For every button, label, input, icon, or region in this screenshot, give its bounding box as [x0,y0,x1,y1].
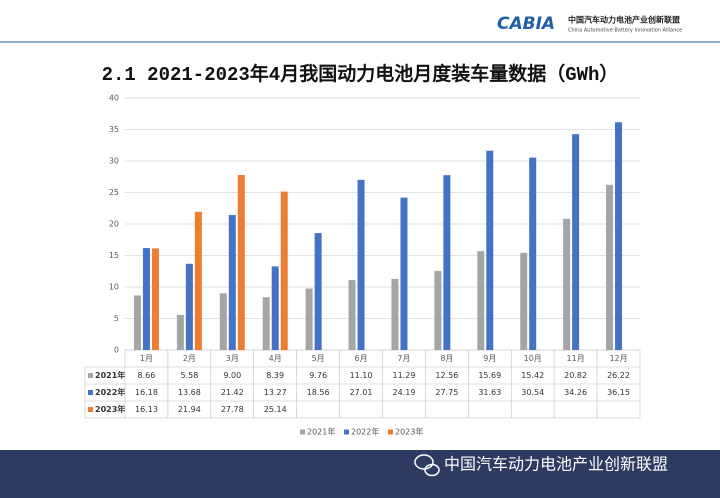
y-tick-label: 20 [109,220,119,229]
table-value: 18.56 [307,388,330,397]
legend-swatch [344,429,349,435]
x-tick-label: 6月 [354,354,367,363]
bar [348,280,356,350]
bar [280,191,288,350]
table-value: 9.76 [309,371,327,380]
bar [443,175,451,350]
bar [400,197,408,350]
table-value: 31.63 [478,388,501,397]
table-value: 8.39 [266,371,284,380]
series-label: 2023年 [95,404,125,414]
legend-label: 2023年 [395,427,423,437]
bar [194,211,202,350]
bar [520,252,528,350]
y-tick-label: 0 [114,346,119,355]
table-value: 24.19 [393,388,416,397]
table-value: 30.54 [521,388,544,397]
table-value: 27.75 [435,388,458,397]
table-value: 27.78 [221,405,244,414]
table-value: 16.18 [135,388,158,397]
table-value: 8.66 [138,371,156,380]
y-tick-label: 35 [109,125,119,134]
y-tick-label: 25 [109,188,119,197]
table-value: 26.22 [607,371,630,380]
table-value: 5.58 [180,371,198,380]
table-value: 11.10 [350,371,373,380]
legend-swatch [300,429,305,435]
table-value: 20.82 [564,371,587,380]
chart-title: 2.1 2021-2023年4月我国动力电池月度装车量数据（GWh） [102,62,619,86]
legend-swatch [88,390,93,395]
bar [133,295,141,350]
legend-label: 2021年 [307,427,335,437]
legend-label: 2022年 [351,427,379,437]
org-cn: 中国汽车动力电池产业创新联盟 [568,15,680,25]
bar [151,248,159,350]
bar [142,248,150,350]
wechat-icon [414,454,440,477]
bar [606,184,614,350]
y-tick-label: 40 [109,94,119,103]
table-value: 21.94 [178,405,201,414]
legend-swatch [388,429,393,435]
table-value: 34.26 [564,388,587,397]
footer-bar [0,450,720,498]
logo: CABIA [497,14,555,34]
bar [434,270,442,350]
bar [271,266,279,350]
bar [391,278,399,350]
x-tick-label: 5月 [312,354,325,363]
bar [185,263,193,350]
table-value: 25.14 [264,405,287,414]
table-value: 15.42 [521,371,544,380]
y-tick-label: 5 [114,314,119,323]
x-tick-label: 4月 [269,354,282,363]
y-tick-label: 15 [109,251,119,260]
bar [615,122,623,350]
bar [228,215,236,350]
legend-swatch [88,407,93,412]
x-tick-label: 8月 [440,354,453,363]
x-tick-label: 7月 [397,354,410,363]
bar [176,314,184,350]
bar [219,293,227,350]
table-value: 21.42 [221,388,244,397]
bar [237,174,245,350]
footer-text: 中国汽车动力电池产业创新联盟 [444,455,668,474]
table-value: 11.29 [393,371,416,380]
x-tick-label: 3月 [226,354,239,363]
org-en: China Automotive Battery Innovation Alli… [568,28,682,34]
bar [563,218,571,350]
bar [486,150,494,350]
series-label: 2021年 [95,370,125,380]
x-tick-label: 12月 [609,354,627,363]
table-value: 16.13 [135,405,158,414]
bar [529,157,537,350]
x-tick-label: 9月 [483,354,496,363]
legend-swatch [88,373,93,378]
x-tick-label: 11月 [567,354,585,363]
table-value: 12.56 [435,371,458,380]
y-tick-label: 30 [109,157,119,166]
table-value: 9.00 [223,371,241,380]
table-value: 15.69 [478,371,501,380]
x-tick-label: 10月 [524,354,542,363]
series-label: 2022年 [95,387,125,397]
bar [305,288,313,350]
bar [262,297,270,350]
table-value: 13.27 [264,388,287,397]
table-value: 27.01 [350,388,373,397]
bar [572,134,580,350]
x-tick-label: 1月 [140,354,153,363]
bar [477,251,485,350]
y-tick-label: 10 [109,283,119,292]
x-tick-label: 2月 [183,354,196,363]
bar [357,179,365,350]
table-value: 13.68 [178,388,201,397]
bar [314,233,322,350]
table-value: 36.15 [607,388,630,397]
